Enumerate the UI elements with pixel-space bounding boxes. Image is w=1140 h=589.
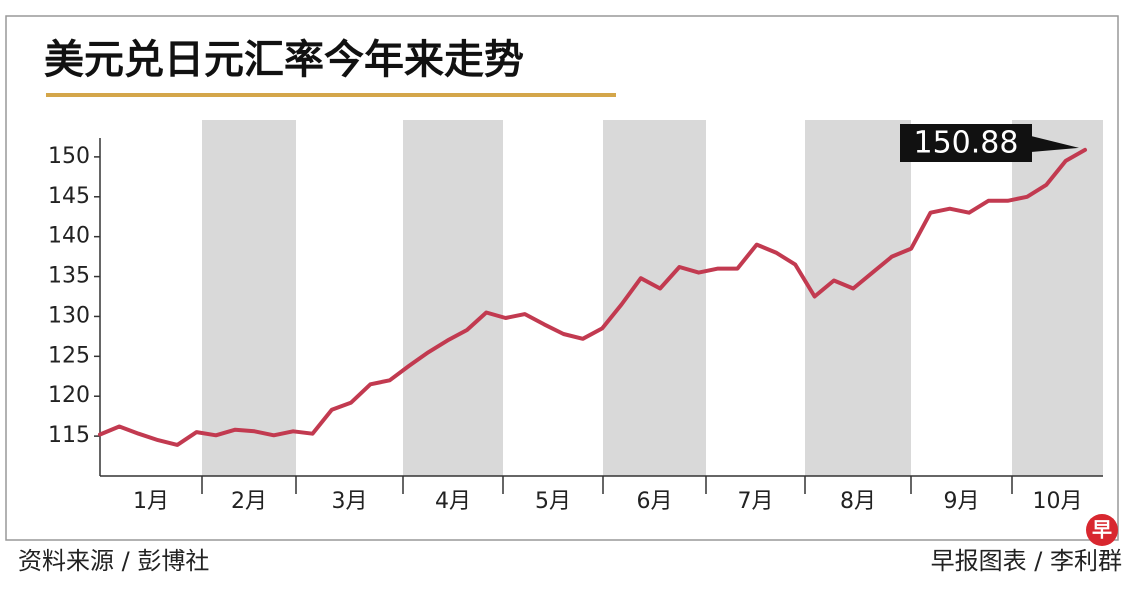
annotation-pointer [1031,136,1079,152]
credit: 早报图表 / 李利群 [931,547,1122,575]
month-band [403,120,503,476]
logo [1086,514,1118,546]
frame [5,15,1119,541]
x-tick-label: 3月 [332,489,368,514]
x-tick-label: 5月 [535,489,571,514]
annotation-label: 150.88 [914,126,1019,161]
month-band [805,120,911,476]
month-band [1012,120,1103,476]
y-tick-label: 135 [48,264,90,289]
x-tick-label: 2月 [231,489,267,514]
y-tick-label: 125 [48,343,90,368]
month-band [603,120,706,476]
y-tick-label: 145 [48,184,90,209]
y-tick-label: 140 [48,224,90,249]
x-tick-label: 8月 [840,489,876,514]
plot: 1月 2月 3月 4月 5月 6月 7月 8月 9月 10月 115 120 125 130 135 140 1… [48,120,1103,514]
x-tick-label: 7月 [738,489,774,514]
x-tick-label: 4月 [435,489,471,514]
y-tick-label: 120 [48,383,90,408]
title-underline [46,93,616,97]
x-tick-label: 6月 [637,489,673,514]
chart-title: 美元兑日元汇率今年来走势 [44,37,524,83]
rate-line [98,147,1087,447]
y-tick-label: 115 [48,423,90,448]
x-tick-label: 1月 [133,489,169,514]
y-tick-label: 150 [48,144,90,169]
x-tick-label: 10月 [1033,489,1083,514]
month-band [202,120,296,476]
y-tick-label: 130 [48,303,90,328]
source: 资料来源 / 彭博社 [18,547,209,575]
x-tick-label: 9月 [944,489,980,514]
annotation-box [900,124,1032,162]
logo-text: 早 [1092,518,1112,542]
